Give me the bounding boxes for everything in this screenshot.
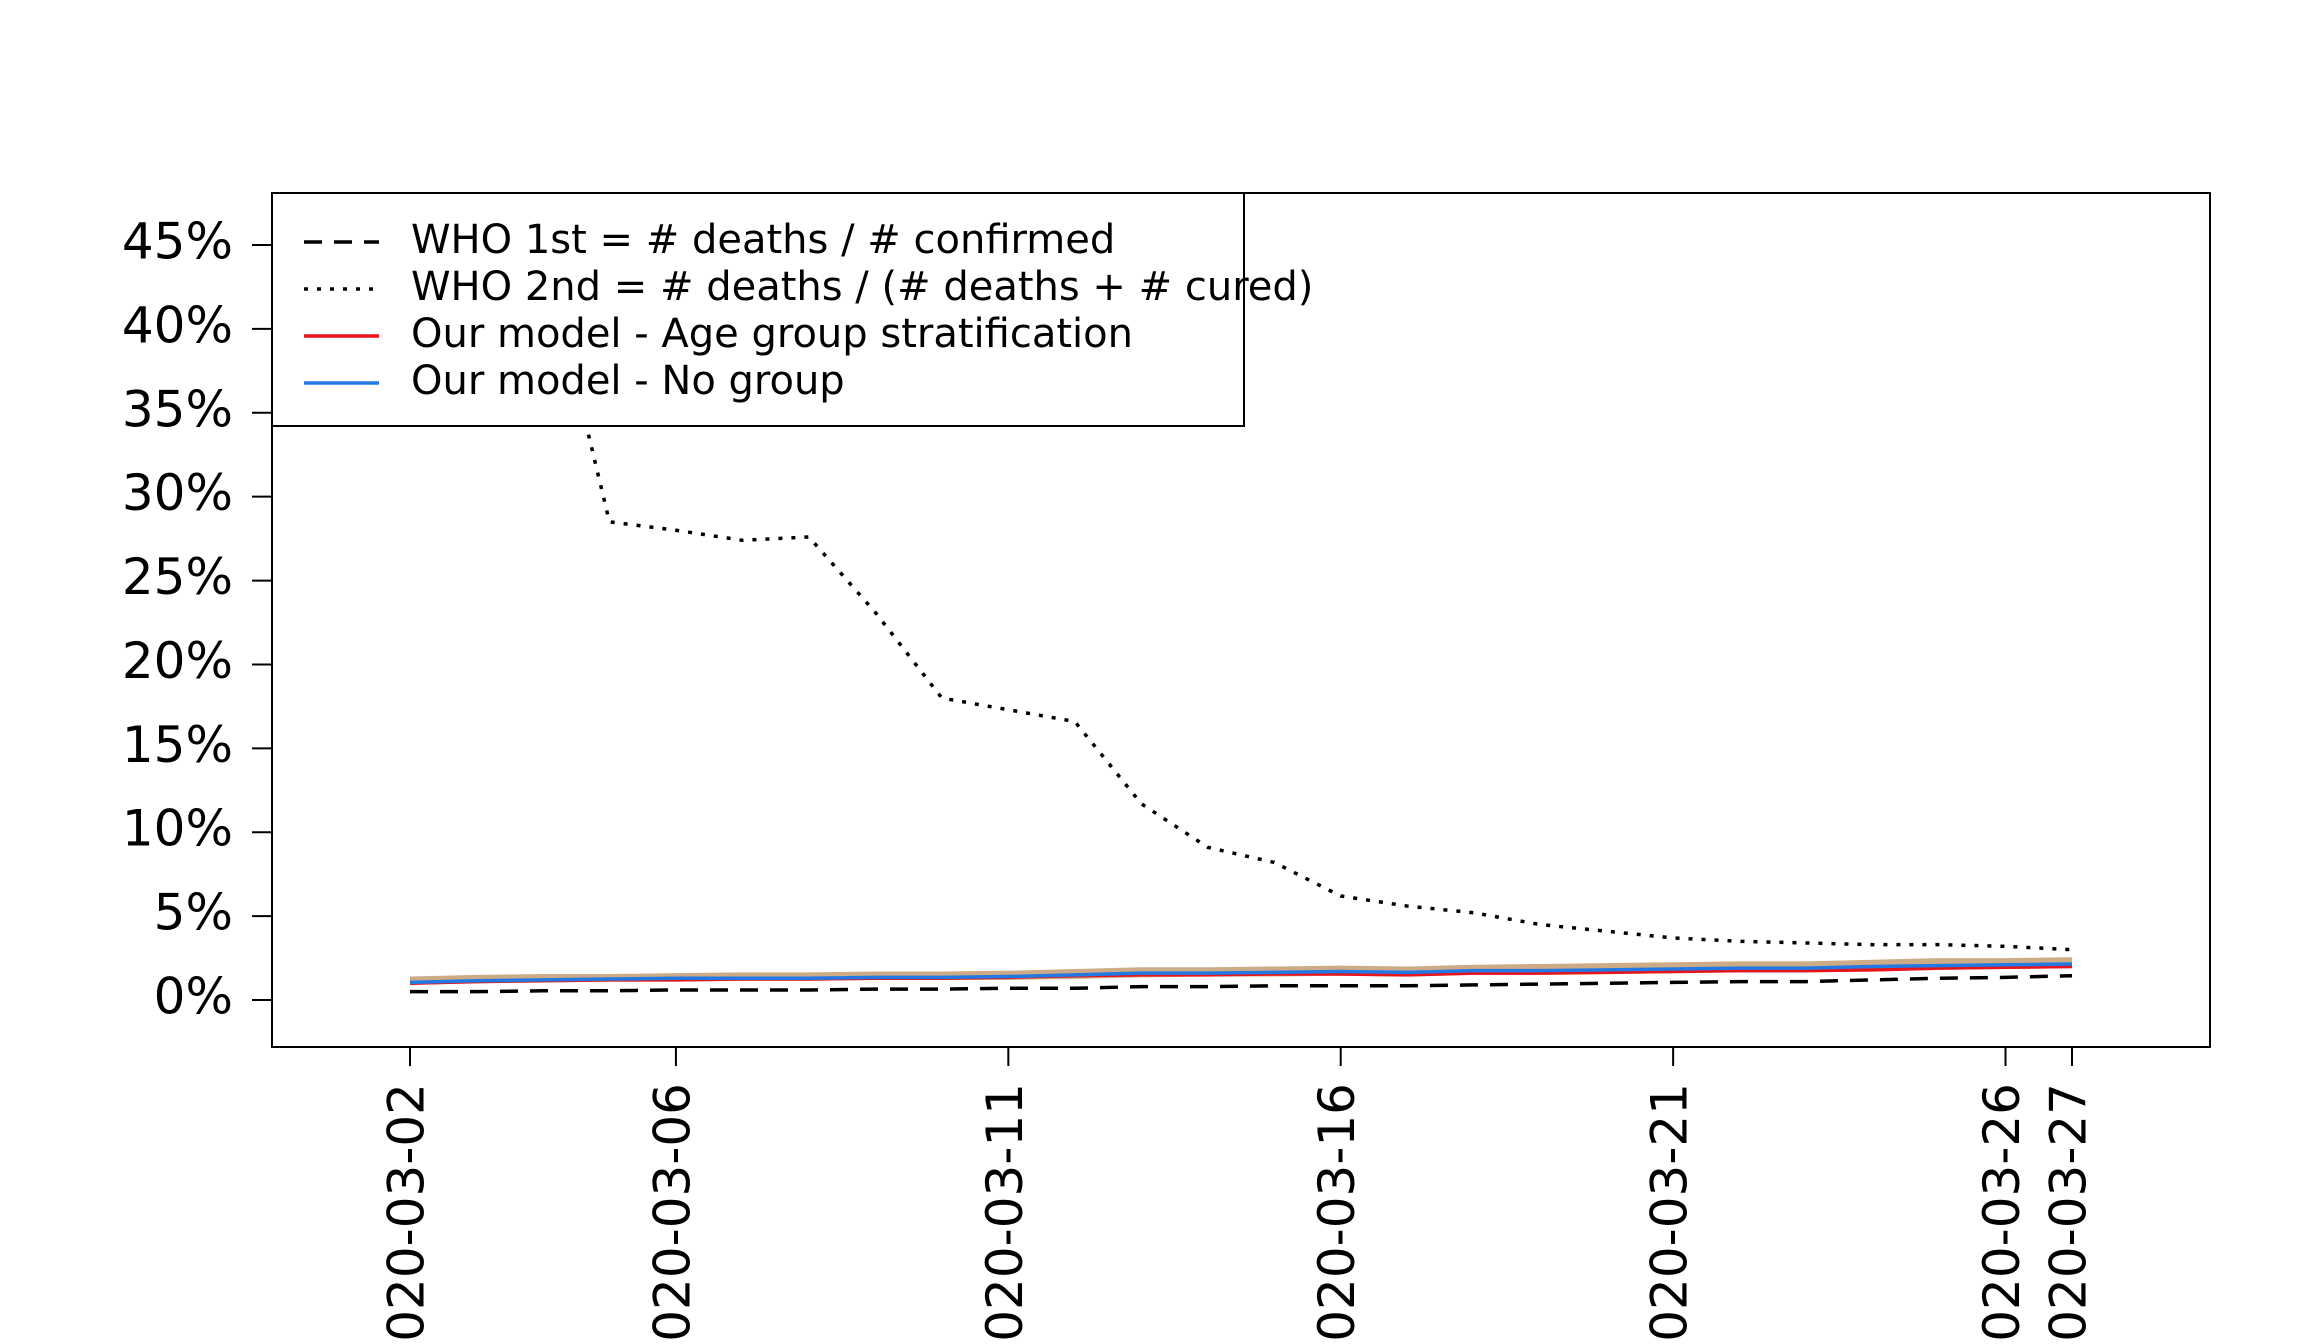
legend-label: Our model - Age group stratification	[411, 311, 1133, 357]
legend-label: Our model - No group	[411, 358, 845, 404]
x-tick-label: 2020-03-16	[1308, 1083, 1366, 1344]
x-tick-label: 2020-03-26	[1973, 1083, 2031, 1344]
x-tick-label: 2020-03-02	[378, 1083, 436, 1344]
series-line	[541, 244, 2073, 952]
y-tick-label: 25%	[122, 548, 233, 606]
x-tick-label: 2020-03-11	[976, 1083, 1034, 1344]
plot-area	[409, 244, 2073, 994]
x-tick-label: 2020-03-21	[1641, 1083, 1699, 1344]
y-tick-label: 0%	[154, 968, 233, 1026]
x-tick-label: 2020-03-27	[2040, 1083, 2098, 1344]
x-tick-label: 2020-03-06	[643, 1083, 701, 1344]
series-line	[409, 962, 2073, 985]
legend-label: WHO 1st = # deaths / # confirmed	[411, 217, 1115, 263]
y-tick-label: 10%	[122, 800, 233, 858]
y-tick-label: 40%	[122, 296, 233, 354]
y-tick-label: 5%	[154, 884, 233, 942]
legend-label: WHO 2nd = # deaths / (# deaths + # cured…	[411, 264, 1313, 310]
y-tick-label: 20%	[122, 632, 233, 690]
axes: 0% 5% 10% 15% 20% 25% 30% 35% 40% 45% 2020-03-02 20…	[122, 213, 2098, 1344]
y-tick-label: 35%	[122, 380, 233, 438]
series-line	[410, 973, 2073, 994]
y-tick-label: 15%	[122, 716, 233, 774]
y-tick-label: 45%	[122, 213, 233, 271]
legend-box	[271, 192, 1245, 427]
y-tick-label: 30%	[122, 464, 233, 522]
